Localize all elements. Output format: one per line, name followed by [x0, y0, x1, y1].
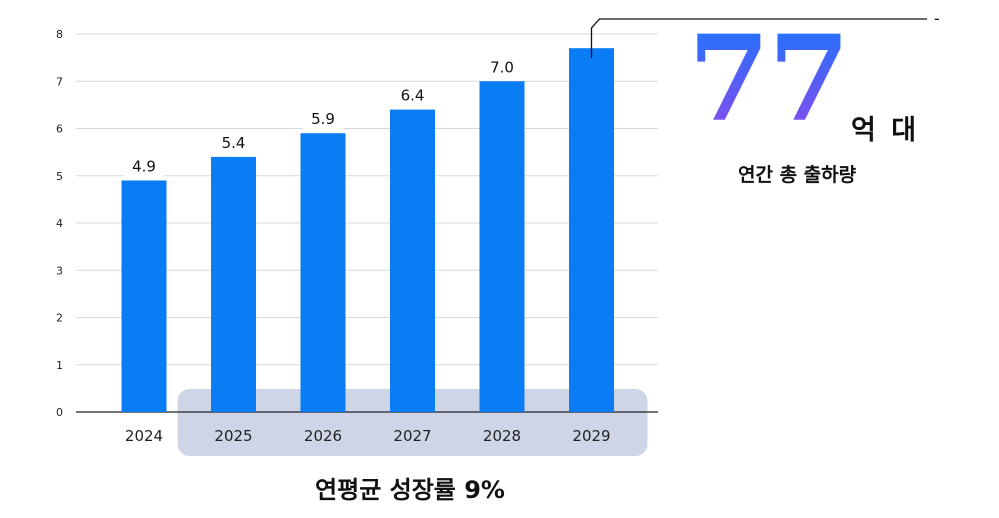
x-tick-label: 2026	[304, 427, 342, 445]
shipment-total-number: 77	[688, 9, 850, 148]
data-label: 5.4	[222, 134, 246, 152]
y-tick-label: 3	[56, 264, 63, 277]
y-tick-label: 5	[56, 170, 63, 183]
bars	[121, 48, 614, 413]
forecast-highlight-band	[177, 389, 648, 456]
y-tick-label: 4	[56, 217, 63, 230]
x-tick-label: 2029	[572, 427, 610, 445]
y-tick-label: 0	[56, 406, 63, 419]
data-label-bg	[303, 108, 343, 131]
bar	[121, 180, 167, 412]
data-label: 7.0	[490, 58, 514, 76]
x-tick-label: 2027	[393, 427, 431, 445]
data-label-bg	[482, 56, 522, 79]
data-label-bg	[213, 131, 254, 154]
bar	[211, 156, 256, 412]
bar	[300, 133, 346, 412]
cagr-caption: 연평균 성장률 9%	[315, 476, 505, 504]
x-tick-label: 2024	[125, 427, 163, 445]
data-label: 4.9	[132, 157, 156, 175]
shipment-unit: 억 대	[851, 115, 920, 146]
y-tick-label: 1	[56, 359, 63, 372]
shipment-caption: 연간 총 출하량	[738, 164, 857, 186]
callout-leader-line	[590, 18, 927, 59]
bar	[479, 81, 525, 412]
data-label: 6.4	[401, 87, 425, 105]
x-tick-label: 2028	[483, 427, 521, 445]
x-axis-ticks: 2024 2025 2026 2027 2028 2029	[125, 427, 611, 445]
bar	[569, 48, 614, 413]
y-tick-label: 2	[56, 312, 63, 325]
y-axis-ticks: 0 1 2 3 4 5 6 7 8	[56, 28, 63, 419]
data-label-bg	[124, 155, 164, 178]
callout-marker: -	[934, 9, 940, 28]
y-tick-label: 7	[56, 75, 63, 88]
grid-lines	[76, 33, 658, 366]
y-tick-label: 6	[56, 123, 63, 136]
data-label-bg	[392, 84, 433, 107]
data-label: 5.9	[311, 110, 335, 128]
bar	[390, 109, 435, 412]
y-tick-label: 8	[56, 28, 63, 41]
x-tick-label: 2025	[214, 427, 252, 445]
data-labels: 4.9 5.4 5.9 6.4 7.0	[124, 56, 522, 178]
